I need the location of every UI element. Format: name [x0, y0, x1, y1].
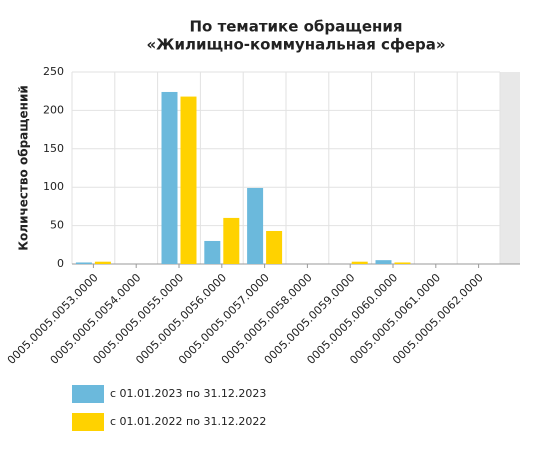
chart-title: По тематике обращения — [189, 18, 402, 36]
legend-label: с 01.01.2023 по 31.12.2023 — [110, 387, 266, 400]
y-axis-label: Количество обращений — [17, 85, 31, 251]
y-tick-label: 0 — [57, 257, 64, 270]
bar — [394, 262, 411, 264]
legend-swatch — [72, 385, 104, 403]
legend-swatch — [72, 413, 104, 431]
y-tick-label: 100 — [43, 180, 64, 193]
x-tick-label: 0005.0005.0062.0000 — [390, 271, 486, 367]
bar — [204, 240, 221, 264]
bar — [266, 230, 283, 264]
bar — [75, 262, 92, 264]
bar — [180, 96, 197, 265]
bar — [223, 217, 240, 264]
y-tick-label: 250 — [43, 65, 64, 78]
y-tick-label: 150 — [43, 142, 64, 155]
bar — [94, 261, 111, 264]
y-tick-label: 200 — [43, 103, 64, 116]
y-tick-label: 50 — [50, 219, 64, 232]
bar — [351, 261, 368, 264]
legend-label: с 01.01.2022 по 31.12.2022 — [110, 415, 266, 428]
bar — [247, 187, 264, 264]
plot-side-band — [500, 72, 520, 264]
bar — [161, 91, 178, 264]
chart-title: «Жилищно-коммунальная сфера» — [146, 36, 445, 54]
bar — [375, 260, 392, 264]
